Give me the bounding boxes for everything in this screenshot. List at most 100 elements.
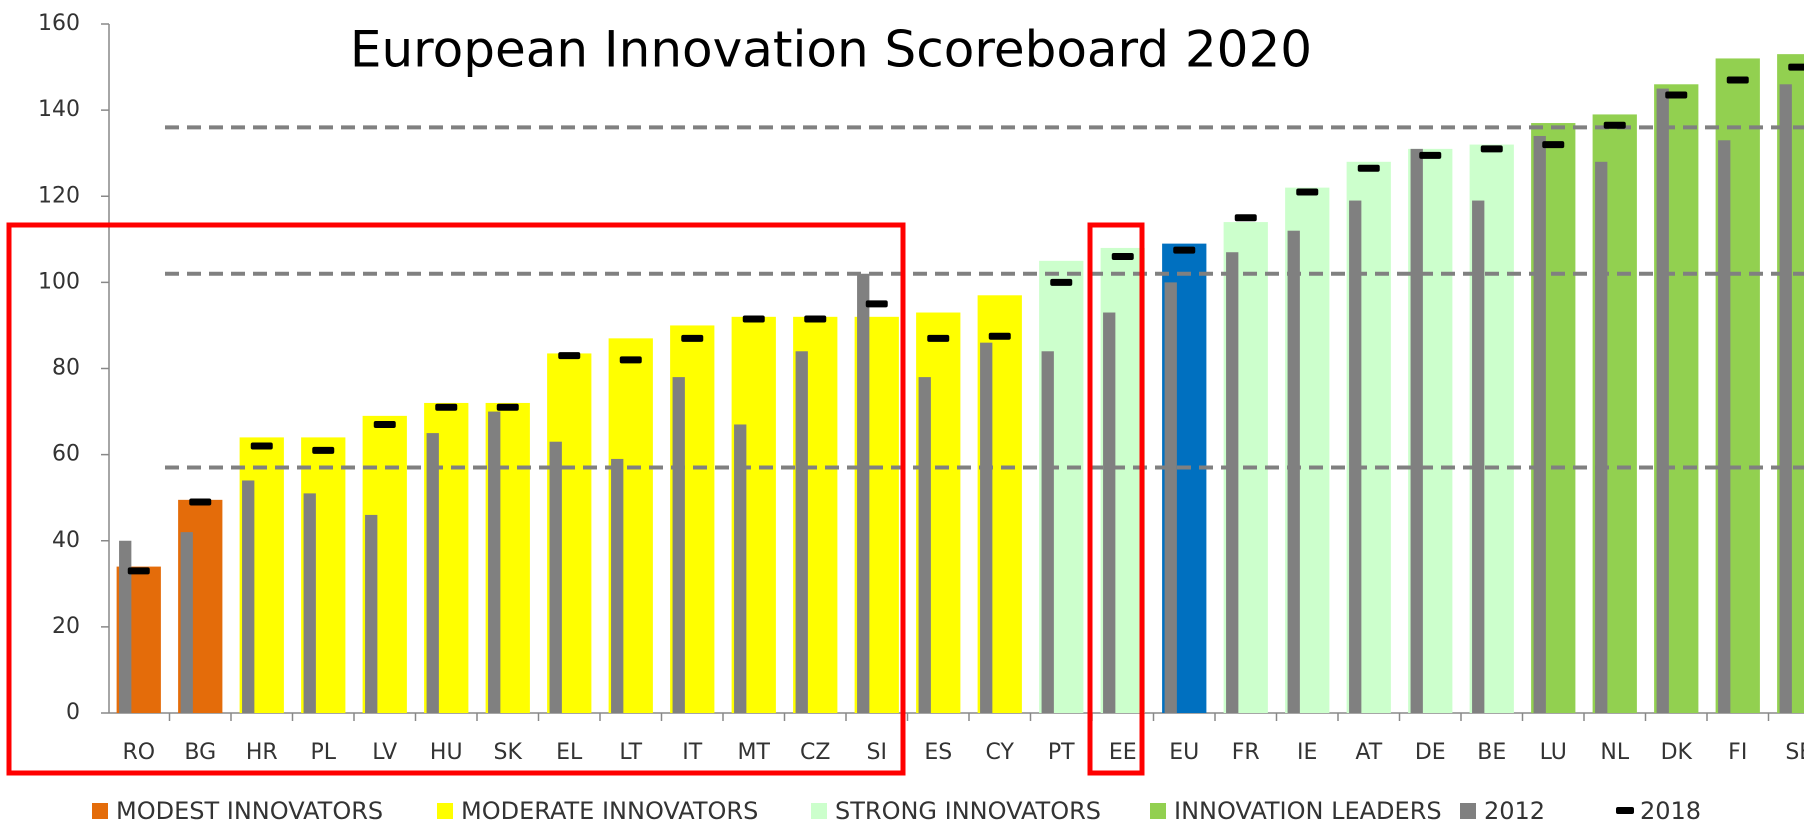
bar-2012 [1287, 230, 1300, 713]
x-tick-label: PL [310, 740, 336, 765]
x-tick-label: HU [430, 740, 463, 765]
x-tick-label: FR [1232, 740, 1260, 765]
bar-2012 [488, 411, 501, 713]
marker-2018 [1357, 164, 1380, 172]
marker-2018 [927, 334, 950, 342]
marker-2018 [681, 334, 704, 342]
bar-2012 [1779, 84, 1792, 714]
x-tick-label: NL [1600, 740, 1629, 765]
bar-2012 [303, 493, 316, 713]
x-tick-label: SI [867, 740, 887, 765]
x-tick-label: LU [1540, 740, 1567, 765]
marker-2018 [127, 567, 150, 575]
bar-2012 [180, 532, 193, 713]
x-tick-label: RO [122, 740, 155, 765]
x-tick-label: CZ [800, 740, 830, 765]
bar-2012 [1718, 140, 1731, 714]
legend-label: 2018 [1640, 797, 1701, 822]
y-tick-label: 60 [52, 442, 80, 467]
y-tick-label: 160 [38, 11, 80, 36]
marker-2018 [1788, 63, 1804, 71]
marker-2018 [312, 446, 335, 454]
marker-2018 [988, 332, 1011, 340]
x-tick-label: EE [1109, 740, 1137, 765]
marker-2018 [1419, 151, 1442, 159]
marker-2018 [373, 420, 396, 428]
marker-2018 [1726, 76, 1749, 84]
x-tick-label: DK [1661, 740, 1693, 765]
legend-swatch [811, 803, 827, 819]
legend-swatch [92, 803, 108, 819]
bar-2012 [1041, 351, 1054, 713]
bar-2012 [611, 458, 624, 713]
bar-2012 [365, 514, 378, 713]
x-tick-label: PT [1048, 740, 1075, 765]
x-tick-label: LT [619, 740, 642, 765]
y-tick-label: 120 [38, 183, 80, 208]
highlight-box [6, 222, 906, 776]
marker-2018 [742, 315, 765, 323]
bar-2012 [857, 273, 870, 713]
x-tick-label: BE [1477, 740, 1506, 765]
marker-2018 [865, 300, 888, 308]
bar-2012 [426, 433, 439, 713]
marker-2018 [619, 356, 642, 364]
bar-2012 [1226, 252, 1239, 713]
x-tick-label: DE [1415, 740, 1446, 765]
bar-2012 [242, 480, 255, 713]
y-tick-label: 140 [38, 97, 80, 122]
x-tick-label: EU [1169, 740, 1199, 765]
legend-label: STRONG INNOVATORS [835, 797, 1101, 822]
legend-swatch [1460, 803, 1476, 819]
legend-label: INNOVATION LEADERS [1174, 797, 1442, 822]
y-tick-label: 100 [38, 269, 80, 294]
bar-2012 [1595, 161, 1608, 714]
bar-2012 [119, 540, 132, 713]
bar-2012 [1103, 312, 1116, 713]
y-tick-label: 20 [52, 614, 80, 639]
x-tick-label: FI [1728, 740, 1747, 765]
marker-2018 [1665, 91, 1688, 99]
x-tick-label: IT [682, 740, 702, 765]
marker-2018 [250, 442, 273, 450]
x-tick-label: HR [246, 740, 278, 765]
bar-2012 [1410, 148, 1423, 714]
bar-2012 [734, 424, 747, 713]
bar-2012 [1656, 88, 1669, 713]
y-tick-label: 80 [52, 356, 80, 381]
x-tick-label: CY [986, 740, 1015, 765]
bar-2012 [795, 351, 808, 713]
marker-2018 [558, 352, 581, 360]
legend-label: 2012 [1484, 797, 1545, 822]
bar-2012 [1472, 200, 1485, 713]
y-tick-label: 40 [52, 528, 80, 553]
legend-label: MODEST INNOVATORS [116, 797, 383, 822]
marker-2018 [1173, 246, 1196, 254]
marker-2018 [189, 498, 212, 506]
marker-2018 [1480, 145, 1503, 153]
bar-2012 [1164, 282, 1177, 713]
legend-swatch [437, 803, 453, 819]
x-tick-label: BG [184, 740, 216, 765]
marker-2018 [1603, 121, 1626, 129]
marker-2018 [1234, 214, 1257, 222]
highlight-box [1087, 222, 1145, 776]
x-tick-label: SE [1785, 740, 1804, 765]
bar-2012 [549, 441, 562, 713]
x-tick-label: MT [738, 740, 771, 765]
marker-2018 [1050, 278, 1073, 286]
marker-2018 [496, 403, 519, 411]
marker-2018 [435, 403, 458, 411]
bar-2012 [980, 342, 993, 713]
legend-swatch [1150, 803, 1166, 819]
x-tick-label: SK [494, 740, 523, 765]
chart-title: European Innovation Scoreboard 2020 [350, 21, 1312, 79]
legend-swatch [1616, 807, 1634, 814]
bar-2012 [1533, 135, 1546, 713]
bar-2012 [918, 377, 931, 713]
x-tick-label: IE [1297, 740, 1317, 765]
bar-2012 [672, 377, 685, 713]
bar-2012 [1349, 200, 1362, 713]
x-tick-label: ES [924, 740, 952, 765]
